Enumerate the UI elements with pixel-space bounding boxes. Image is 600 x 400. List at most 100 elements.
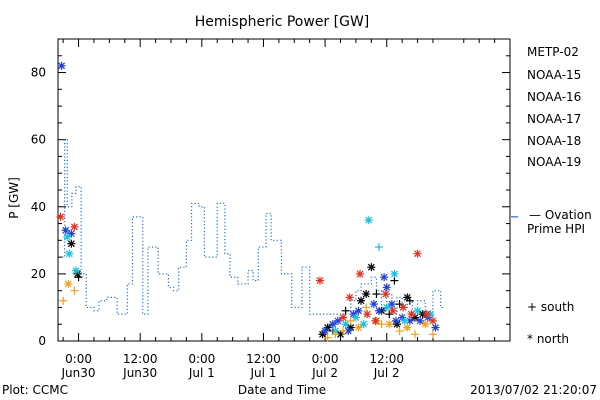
x-tick-time-label: 12:00 — [246, 352, 281, 366]
marker-stroke — [58, 62, 66, 70]
marker-noaa-15-north — [61, 226, 70, 235]
marker-noaa-18-north — [385, 320, 394, 329]
marker-noaa-15-north — [387, 300, 396, 309]
marker-stroke — [389, 307, 397, 315]
marker-noaa-19-north — [339, 313, 348, 322]
marker-stroke — [414, 250, 421, 258]
marker-metp-02-south — [405, 296, 414, 305]
marker-stroke — [63, 233, 71, 241]
marker-metp-02-south — [390, 276, 399, 285]
marker-stroke — [67, 240, 75, 248]
marker-noaa-16-north — [351, 313, 360, 322]
marker-noaa-15-north — [369, 300, 378, 309]
south-marker-legend: + south — [527, 300, 574, 314]
marker-noaa-18-north — [421, 320, 430, 329]
marker-stroke — [392, 317, 400, 325]
x-tick-date-label: Jul 1 — [188, 366, 215, 380]
legend-item-noaa-17: NOAA-17 — [527, 112, 581, 126]
marker-stroke — [406, 317, 414, 325]
marker-stroke — [432, 324, 439, 332]
marker-stroke — [372, 317, 379, 325]
marker-noaa-19-north — [315, 276, 324, 285]
marker-stroke — [64, 280, 72, 288]
marker-metp-02-south — [385, 310, 394, 319]
plot-timestamp: 2013/07/02 21:20:07 — [470, 383, 597, 397]
x-tick-date-label: Jul 1 — [249, 366, 276, 380]
marker-noaa-15-north — [391, 316, 400, 325]
marker-stroke — [399, 304, 407, 311]
marker-stroke — [423, 310, 431, 318]
marker-stroke — [346, 293, 354, 301]
x-tick-date-label: Jun30 — [122, 366, 157, 380]
marker-noaa-16-north — [390, 269, 399, 278]
marker-stroke — [380, 273, 388, 281]
marker-noaa-15-north — [333, 316, 342, 325]
marker-stroke — [339, 314, 347, 321]
marker-noaa-15-north — [380, 273, 389, 282]
marker-noaa-15-north — [431, 323, 440, 332]
marker-noaa-18-south — [331, 330, 340, 339]
legend-item-noaa-16: NOAA-16 — [527, 90, 581, 104]
marker-stroke — [388, 300, 396, 308]
marker-stroke — [329, 320, 337, 328]
x-tick-time-label: 0:00 — [188, 352, 215, 366]
marker-metp-02-north — [393, 320, 401, 329]
marker-noaa-16-north — [400, 316, 409, 325]
marker-noaa-18-south — [362, 303, 371, 312]
marker-noaa-19-north — [399, 303, 408, 312]
x-axis-label: Date and Time — [238, 383, 326, 397]
marker-metp-02-south — [74, 273, 83, 282]
satellite-markers — [56, 61, 440, 342]
marker-noaa-16-north — [71, 266, 80, 275]
marker-noaa-19-north — [422, 310, 431, 319]
marker-metp-02-south — [341, 306, 350, 315]
marker-noaa-15-north — [57, 61, 66, 70]
marker-noaa-18-south — [410, 330, 419, 339]
marker-noaa-15-north — [321, 326, 330, 335]
marker-noaa-18-south — [59, 296, 68, 305]
marker-stroke — [429, 317, 437, 325]
legend: METP-02 NOAA-15 NOAA-16 NOAA-17 NOAA-18 … — [511, 45, 592, 346]
x-tick-time-label: 12:00 — [123, 352, 158, 366]
marker-stroke — [355, 307, 362, 315]
marker-noaa-18-south — [395, 326, 404, 335]
x-tick-date-label: Jul 2 — [373, 366, 400, 380]
marker-stroke — [391, 270, 398, 278]
marker-stroke — [65, 250, 73, 258]
marker-noaa-15-north — [354, 306, 363, 315]
marker-stroke — [407, 310, 415, 318]
legend-item-metp-02: METP-02 — [527, 45, 579, 59]
marker-noaa-18-south — [323, 333, 332, 342]
marker-noaa-16-north — [65, 249, 74, 258]
x-tick-time-label: 12:00 — [369, 352, 404, 366]
marker-stroke — [355, 324, 362, 332]
marker-stroke — [342, 320, 350, 328]
marker-stroke — [365, 216, 373, 224]
marker-stroke — [414, 307, 421, 315]
marker-stroke — [367, 263, 375, 271]
marker-stroke — [383, 304, 391, 311]
x-tick-time-label: 0:00 — [312, 352, 339, 366]
legend-item-noaa-15: NOAA-15 — [527, 68, 581, 82]
marker-stroke — [352, 314, 360, 321]
marker-noaa-15-north — [416, 316, 425, 325]
marker-metp-02-north — [362, 290, 371, 299]
marker-stroke — [360, 320, 368, 328]
marker-noaa-19-north — [388, 306, 397, 315]
marker-stroke — [71, 223, 78, 231]
marker-stroke — [385, 320, 393, 328]
marker-noaa-16-north — [341, 320, 350, 329]
marker-stroke — [416, 317, 424, 325]
marker-noaa-15-north — [375, 306, 384, 315]
marker-stroke — [321, 327, 329, 335]
marker-metp-02-south — [372, 290, 381, 299]
y-tick-label: 20 — [31, 267, 46, 281]
marker-stroke — [403, 324, 411, 332]
marker-metp-02-north — [367, 263, 376, 272]
y-axis-ticks: 0 20 40 60 80 — [31, 55, 510, 348]
marker-noaa-19-north — [56, 212, 65, 221]
marker-noaa-19-north — [428, 316, 437, 325]
marker-stroke — [403, 293, 411, 301]
